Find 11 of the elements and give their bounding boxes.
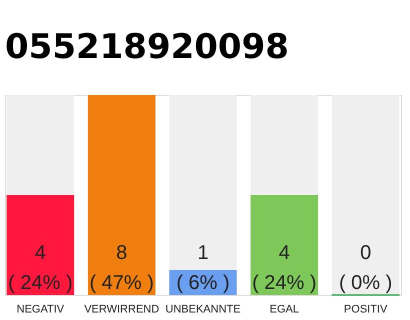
x-tick-label: POSITIV [344,304,388,316]
chart-title: 055218920098 [5,27,289,67]
x-tick-label: VERWIRREND [84,304,160,316]
x-tick-label: UNBEKANNTE [165,304,241,316]
data-label: 4 ( 24% ) [252,242,317,294]
data-label: 0 ( 0% ) [338,242,392,294]
data-label: 4 ( 24% ) [8,242,73,294]
x-tick-label: NEGATIV [16,304,65,316]
data-label: 8 ( 47% ) [89,242,154,294]
data-label: 1 ( 6% ) [176,242,230,294]
x-tick-label: EGAL [270,304,299,316]
